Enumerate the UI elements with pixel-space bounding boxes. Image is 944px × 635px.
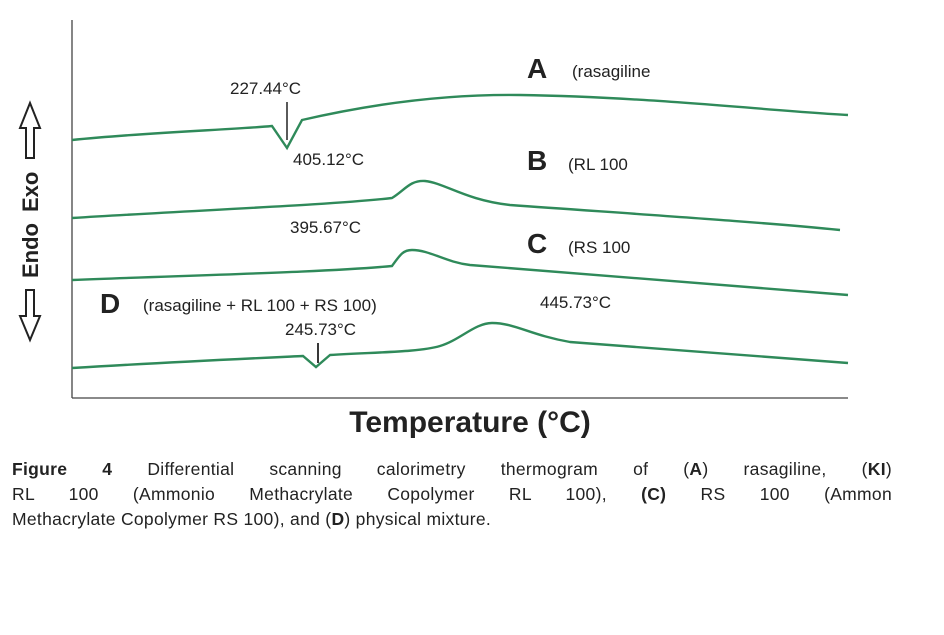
caption-line: Methacrylate Copolymer RS 100), and (D) … bbox=[12, 507, 892, 532]
curve-label: (rasagiline bbox=[572, 62, 650, 81]
caption-text: ) physical mixture. bbox=[344, 509, 492, 529]
caption-text: (C) bbox=[641, 484, 667, 504]
annotation: 405.12°C bbox=[293, 150, 364, 169]
curve-letter: D bbox=[100, 288, 120, 319]
x-axis-title: Temperature (°C) bbox=[349, 406, 590, 439]
curve-b bbox=[71, 179, 841, 232]
down-arrow bbox=[18, 289, 42, 343]
endo-label: Endo bbox=[18, 223, 43, 278]
caption-text: A bbox=[689, 459, 703, 479]
curve-a bbox=[71, 93, 849, 151]
caption: Figure 4 Differential scanning calorimet… bbox=[12, 457, 892, 532]
caption-line: Figure 4 Differential scanning calorimet… bbox=[12, 457, 892, 482]
curve-letter: B bbox=[527, 145, 547, 176]
curve-label: (RL 100 bbox=[568, 155, 628, 174]
up-arrow bbox=[18, 100, 42, 159]
curve-label: (RS 100 bbox=[568, 238, 630, 257]
caption-text: RS 100 (Ammon bbox=[666, 484, 892, 504]
annotation: 445.73°C bbox=[540, 293, 611, 312]
caption-text: RL 100 (Ammonio Methacrylate Copolymer R… bbox=[12, 484, 642, 504]
curve-letter: A bbox=[527, 53, 547, 84]
caption-text: Differential scanning calorimetry thermo… bbox=[112, 459, 690, 479]
caption-text: ) bbox=[885, 459, 893, 479]
annotation: 245.73°C bbox=[285, 320, 356, 339]
curve-c bbox=[71, 248, 849, 297]
caption-text: ) rasagiline, ( bbox=[702, 459, 868, 479]
curve-d bbox=[71, 321, 849, 370]
caption-text: Figure 4 bbox=[12, 459, 113, 479]
annotation: 395.67°C bbox=[290, 218, 361, 237]
curve-letter: C bbox=[527, 228, 547, 259]
caption-line: RL 100 (Ammonio Methacrylate Copolymer R… bbox=[12, 482, 892, 507]
caption-text: D bbox=[331, 509, 345, 529]
exo-label: Exo bbox=[18, 172, 43, 212]
annotation: 227.44°C bbox=[230, 79, 301, 98]
caption-text: KI bbox=[867, 459, 886, 479]
caption-text: Methacrylate Copolymer RS 100), and ( bbox=[12, 509, 332, 529]
thermogram: Endo Exo A (rasagiline 227.44°C B (RL 10… bbox=[18, 20, 849, 439]
curve-label: (rasagiline + RL 100 + RS 100) bbox=[143, 296, 377, 315]
